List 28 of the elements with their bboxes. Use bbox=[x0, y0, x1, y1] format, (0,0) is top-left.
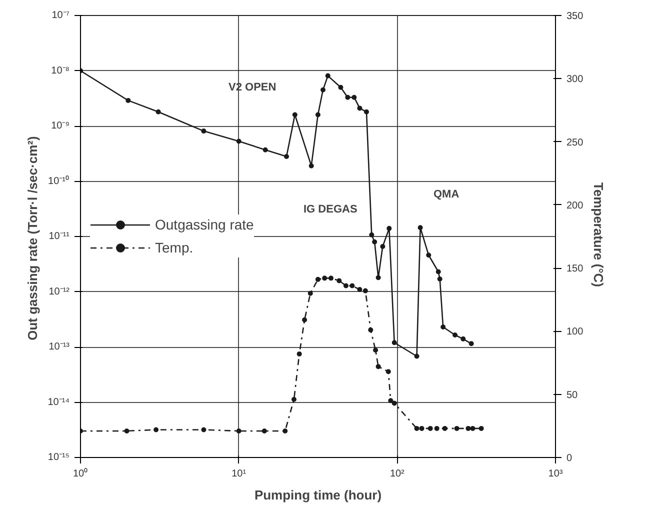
y2-tick-label: 100 bbox=[566, 326, 584, 338]
y2-axis-title: Temperature (°C) bbox=[591, 182, 606, 288]
y-axis-title: Out gassing rate (Torr·l /sec·cm²) bbox=[24, 136, 40, 340]
y2-tick-label: 150 bbox=[566, 264, 584, 275]
y2-tick-label: 200 bbox=[566, 200, 584, 212]
y-tick-label: 10⁻¹⁰ bbox=[48, 174, 70, 187]
y-tick-label: 10⁻⁷ bbox=[52, 10, 70, 21]
x-tick-label: 10⁰ bbox=[72, 468, 88, 480]
y2-tick-label: 0 bbox=[566, 453, 572, 464]
annotation: IG DEGAS bbox=[304, 204, 358, 216]
y-tick-label: 10⁻¹⁵ bbox=[48, 452, 70, 463]
y2-tick-label: 300 bbox=[566, 74, 584, 86]
y2-tick-label: 50 bbox=[566, 390, 578, 401]
y-tick-label: 10⁻¹⁴ bbox=[48, 396, 70, 408]
legend-label: Outgassing rate bbox=[155, 216, 254, 232]
legend-label: Temp. bbox=[155, 240, 194, 256]
x-axis-title: Pumping time (hour) bbox=[254, 488, 382, 502]
y2-tick-label: 350 bbox=[566, 11, 584, 22]
x-tick-label: 10³ bbox=[548, 468, 564, 480]
y-tick-label: 10⁻¹¹ bbox=[48, 231, 70, 242]
x-tick-label: 10² bbox=[390, 468, 406, 480]
y-tick-label: 10⁻⁹ bbox=[51, 120, 70, 132]
x-tick-label: 10¹ bbox=[232, 468, 247, 480]
y-tick-label: 10⁻⁸ bbox=[51, 65, 70, 76]
annotation: QMA bbox=[434, 188, 460, 200]
y-tick-label: 10⁻¹² bbox=[48, 286, 70, 298]
y2-tick-label: 250 bbox=[566, 137, 584, 148]
y-tick-label: 10⁻¹³ bbox=[48, 342, 70, 352]
